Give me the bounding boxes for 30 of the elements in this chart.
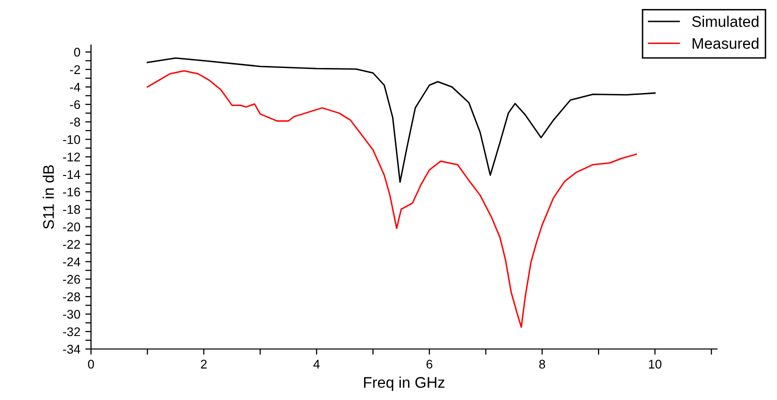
x-axis-title: Freq in GHz bbox=[364, 376, 444, 391]
y-tick-label: -26 bbox=[63, 274, 80, 284]
y-tick-label: -18 bbox=[63, 205, 80, 214]
y-tick-label: -4 bbox=[70, 82, 80, 92]
y-tick-label: -2 bbox=[70, 65, 80, 74]
y-axis-title: S11 in dB bbox=[42, 165, 54, 229]
y-tick-label: -10 bbox=[63, 135, 80, 144]
y-tick-label: -20 bbox=[63, 222, 80, 232]
x-tick-label: 6 bbox=[426, 360, 432, 369]
y-tick-label: 0 bbox=[74, 48, 80, 57]
legend-label: Simulated bbox=[692, 16, 758, 27]
y-tick-label: -16 bbox=[63, 188, 80, 196]
x-tick-label: 4 bbox=[313, 360, 320, 368]
y-tick-label: -22 bbox=[63, 240, 80, 249]
y-tick-label: -32 bbox=[63, 327, 80, 336]
x-tick-label: 0 bbox=[88, 360, 94, 369]
y-tick-label: -6 bbox=[70, 100, 80, 110]
y-tick-label: -8 bbox=[70, 118, 80, 127]
y-tick-label: -24 bbox=[63, 257, 80, 266]
x-tick-label: 10 bbox=[648, 360, 662, 369]
y-tick-label: -14 bbox=[63, 170, 80, 179]
x-tick-label: 2 bbox=[200, 360, 207, 368]
x-tick-label: 8 bbox=[539, 360, 546, 369]
line-series bbox=[146, 57, 656, 183]
y-tick-label: -28 bbox=[63, 292, 80, 302]
y-tick-label: -34 bbox=[63, 344, 80, 354]
y-tick-label: -12 bbox=[63, 152, 80, 162]
y-tick-label: -30 bbox=[63, 310, 80, 319]
line-series bbox=[146, 70, 638, 328]
legend-label: Measured bbox=[692, 38, 758, 49]
